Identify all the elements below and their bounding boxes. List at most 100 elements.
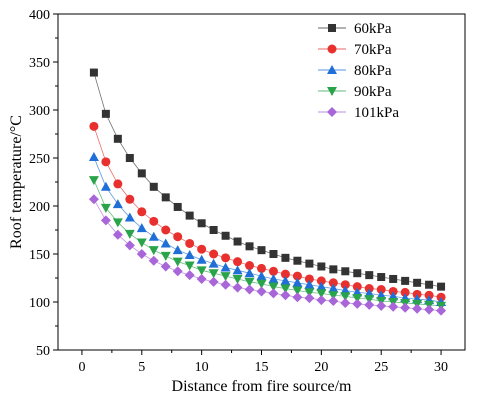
data-point-60kPa [377, 273, 386, 282]
data-point-101kPa [124, 240, 135, 251]
data-point-101kPa [316, 295, 327, 306]
data-point-80kPa [268, 273, 279, 283]
data-point-80kPa [208, 258, 219, 268]
data-point-90kPa [340, 292, 351, 302]
legend-marker-80kPa [327, 65, 337, 74]
data-point-70kPa [400, 287, 410, 297]
data-point-101kPa [304, 293, 315, 304]
legend-marker-70kPa [327, 44, 337, 54]
data-point-90kPa [148, 246, 159, 256]
data-point-80kPa [328, 283, 339, 293]
data-point-80kPa [124, 212, 135, 222]
y-tick-label: 350 [29, 56, 50, 71]
series-markers [88, 68, 447, 316]
data-point-101kPa [268, 288, 279, 299]
data-point-60kPa [233, 237, 242, 246]
data-point-60kPa [197, 219, 206, 228]
data-point-60kPa [341, 267, 350, 276]
y-tick-label: 50 [36, 344, 50, 359]
data-point-80kPa [256, 271, 267, 281]
data-point-101kPa [424, 304, 435, 315]
data-point-90kPa [88, 176, 99, 186]
data-point-80kPa [232, 265, 243, 275]
data-point-80kPa [172, 245, 183, 255]
data-point-70kPa [185, 238, 195, 248]
x-axis-title: Distance from fire source/m [172, 378, 352, 395]
data-point-101kPa [280, 290, 291, 301]
data-point-80kPa [184, 249, 195, 259]
data-point-80kPa [280, 275, 291, 285]
data-point-60kPa [89, 68, 98, 77]
data-point-60kPa [257, 246, 266, 255]
data-point-90kPa [352, 294, 363, 304]
data-point-60kPa [209, 226, 218, 234]
data-point-60kPa [113, 134, 122, 143]
data-point-101kPa [148, 255, 159, 266]
y-tick-label: 400 [29, 8, 50, 23]
data-point-80kPa [100, 181, 111, 191]
data-point-60kPa [245, 242, 254, 251]
data-point-60kPa [137, 169, 146, 178]
y-tick-label: 100 [29, 296, 50, 311]
y-tick-label: 300 [29, 104, 50, 119]
x-tick-label: 25 [374, 360, 388, 375]
series-line-90kPa [93, 179, 442, 307]
data-point-101kPa [328, 296, 339, 307]
data-point-60kPa [185, 211, 194, 220]
data-point-101kPa [292, 292, 303, 303]
data-point-90kPa [232, 274, 243, 284]
data-point-80kPa [340, 285, 351, 295]
data-point-90kPa [220, 272, 231, 282]
data-point-101kPa [364, 299, 375, 310]
data-point-70kPa [137, 207, 147, 217]
data-point-60kPa [317, 262, 326, 271]
data-point-60kPa [281, 253, 290, 262]
legend: 60kPa 70kPa 80kPa 90kPa 101kPa [318, 21, 399, 121]
data-point-60kPa [149, 182, 158, 191]
data-point-101kPa [136, 249, 147, 259]
data-point-70kPa [376, 285, 386, 295]
data-point-60kPa [389, 274, 398, 283]
data-point-101kPa [388, 301, 399, 312]
legend-marker-90kPa [327, 87, 337, 96]
data-point-70kPa [328, 278, 338, 288]
x-tick-label: 5 [138, 360, 145, 375]
data-point-101kPa [436, 305, 447, 316]
y-tick-label: 250 [29, 152, 50, 167]
data-point-80kPa [304, 279, 315, 289]
data-point-90kPa [100, 203, 111, 213]
data-point-60kPa [305, 259, 314, 268]
data-point-60kPa [425, 280, 434, 289]
data-point-101kPa [220, 279, 231, 290]
data-point-70kPa [125, 194, 135, 204]
axes: 0 5 10 15 20 25 30 50 100 150 200 250 300 350 400 [29, 8, 466, 375]
data-point-70kPa [233, 257, 243, 267]
data-point-70kPa [245, 261, 255, 271]
data-point-90kPa [112, 218, 123, 228]
data-point-101kPa [172, 266, 183, 277]
data-point-90kPa [280, 284, 291, 294]
data-point-101kPa [208, 276, 219, 287]
data-point-80kPa [136, 223, 147, 233]
data-point-60kPa [365, 271, 374, 280]
data-point-80kPa [88, 152, 99, 162]
legend-label: 101kPa [354, 105, 399, 121]
data-point-90kPa [172, 257, 183, 267]
data-point-80kPa [148, 231, 159, 241]
legend-label: 90kPa [354, 84, 392, 100]
data-point-60kPa [269, 250, 278, 258]
data-point-80kPa [364, 288, 375, 298]
legend-marker-60kPa [328, 24, 336, 32]
data-point-90kPa [256, 279, 267, 289]
data-point-80kPa [220, 262, 231, 272]
data-point-60kPa [329, 265, 338, 274]
data-point-70kPa [149, 216, 159, 226]
data-point-101kPa [112, 229, 123, 240]
y-axis-title: Roof temperature/°C [8, 115, 25, 249]
data-point-80kPa [292, 277, 303, 287]
legend-label: 60kPa [354, 21, 392, 37]
data-point-101kPa [88, 194, 99, 205]
data-point-70kPa [161, 225, 171, 235]
data-point-90kPa [136, 238, 147, 248]
